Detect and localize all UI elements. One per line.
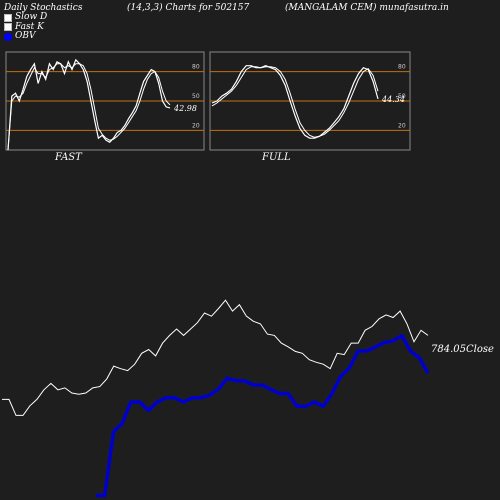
full-tick-label-20: 20 (398, 122, 406, 129)
full-tick-label-50: 50 (398, 93, 406, 100)
chart-source-label: (MANGALAM CEM) munafasutra.in (285, 3, 449, 13)
full-fast-k-line (211, 65, 379, 139)
fast-tick-label-20: 20 (192, 122, 200, 129)
fast-stochastic-panel: 20 50 80 42.98 (5, 51, 205, 151)
full-panel-title: FULL (262, 152, 291, 163)
full-slow-d-line (211, 66, 379, 138)
legend-item-obv: OBV (4, 31, 47, 42)
fast-tick-label-80: 80 (192, 64, 200, 71)
obv-line (96, 333, 430, 498)
legend: Slow D Fast K OBV (4, 12, 48, 42)
legend-swatch-fast-k (4, 23, 12, 32)
legend-label-fast-k: Fast K (15, 21, 44, 32)
close-last-value-label: 784.05Close (431, 344, 494, 355)
fast-tick-label-50: 50 (192, 93, 200, 100)
full-stochastic-panel: 20 50 80 44.34 (209, 51, 411, 151)
close-price-line (2, 299, 429, 416)
chart-params-label: (14,3,3) Charts for 502157 (127, 3, 250, 13)
full-last-value-label: 44.34 (381, 95, 405, 104)
chart-type-label: Daily Stochastics (4, 3, 83, 13)
full-tick-label-80: 80 (398, 64, 406, 71)
legend-label-slow-d: Slow D (15, 12, 48, 22)
fast-slow-d-line (7, 63, 171, 151)
fast-panel-title: FAST (55, 152, 82, 163)
legend-item-slow-d: Slow D (4, 12, 48, 23)
legend-item-fast-k: Fast K (4, 21, 47, 33)
legend-swatch-obv (4, 32, 12, 41)
price-obv-panel: 784.05Close (2, 299, 494, 498)
fast-last-value-label: 42.98 (173, 104, 197, 113)
fast-fast-k-line (7, 58, 171, 151)
legend-swatch-slow-d (4, 13, 12, 22)
legend-label-obv: OBV (15, 31, 36, 41)
